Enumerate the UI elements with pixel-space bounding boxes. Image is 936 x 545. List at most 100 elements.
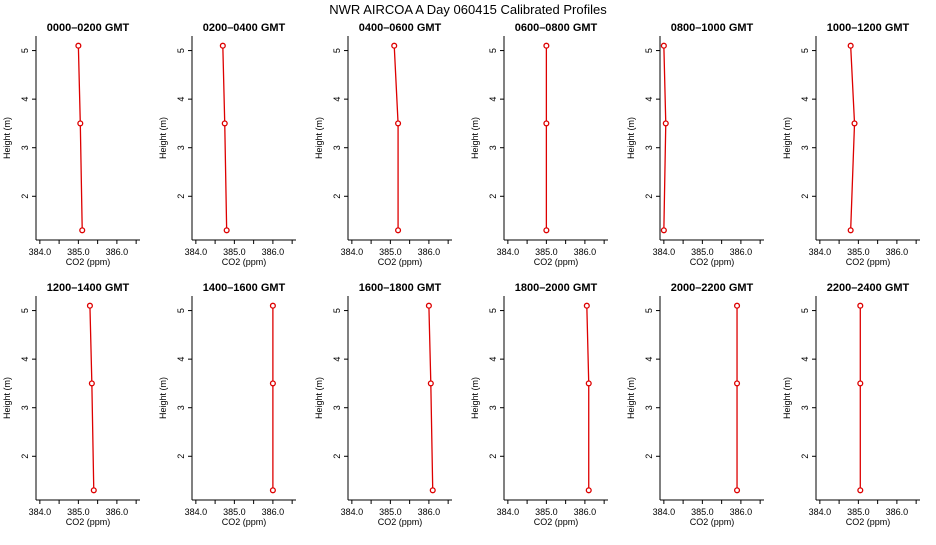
x-axis-label: CO2 (ppm) <box>222 517 267 527</box>
data-point <box>77 120 84 127</box>
data-point <box>662 120 669 127</box>
data-point <box>395 227 402 234</box>
panel-title: 1800–2000 GMT <box>515 282 598 294</box>
y-tick-label: 3 <box>644 405 654 410</box>
figure-title: NWR AIRCOA A Day 060415 Calibrated Profi… <box>329 2 607 17</box>
panel-11: 2000–2200 GMT 384.0 385.0 386.0 2 3 4 5 CO2 (ppm… <box>626 282 764 527</box>
x-tick-label: 384.0 <box>809 507 832 517</box>
panel-12: 2200–2400 GMT 384.0 385.0 386.0 2 3 4 5 CO2 (ppm… <box>782 282 920 527</box>
y-tick-label: 3 <box>176 145 186 150</box>
x-axis-label: CO2 (ppm) <box>534 517 579 527</box>
panel-title: 2000–2200 GMT <box>671 282 754 294</box>
x-axis-label: CO2 (ppm) <box>690 257 735 267</box>
y-tick-label: 2 <box>20 454 30 459</box>
y-tick-label: 2 <box>800 194 810 199</box>
y-axis-label: Height (m) <box>2 377 12 419</box>
data-point <box>847 227 854 234</box>
x-tick-label: 384.0 <box>185 507 208 517</box>
data-point <box>857 487 864 494</box>
panel-title: 0800–1000 GMT <box>671 22 754 34</box>
x-axis-label: CO2 (ppm) <box>690 517 735 527</box>
panel-2: 0200–0400 GMT 384.0 385.0 386.0 2 3 4 5 CO2 (ppm… <box>158 22 296 267</box>
x-tick-label: 386.0 <box>418 247 441 257</box>
data-point <box>543 42 550 49</box>
y-tick-label: 4 <box>332 357 342 362</box>
data-point <box>425 302 432 309</box>
x-tick-label: 384.0 <box>341 507 364 517</box>
y-axis-label: Height (m) <box>626 377 636 419</box>
y-tick-label: 3 <box>20 145 30 150</box>
data-point <box>660 42 667 49</box>
x-axis-label: CO2 (ppm) <box>378 257 423 267</box>
y-tick-label: 5 <box>20 308 30 313</box>
x-tick-label: 385.0 <box>223 507 246 517</box>
panel-title: 0000–0200 GMT <box>47 22 130 34</box>
y-axis-label: Height (m) <box>782 377 792 419</box>
x-axis-label: CO2 (ppm) <box>222 257 267 267</box>
x-tick-label: 386.0 <box>106 247 129 257</box>
y-tick-label: 3 <box>800 405 810 410</box>
x-tick-label: 385.0 <box>379 247 402 257</box>
x-tick-label: 385.0 <box>535 507 558 517</box>
y-axis-label: Height (m) <box>158 117 168 159</box>
y-tick-label: 4 <box>20 357 30 362</box>
data-point <box>585 380 592 387</box>
y-tick-label: 4 <box>800 357 810 362</box>
x-tick-label: 385.0 <box>847 247 870 257</box>
y-axis-label: Height (m) <box>626 117 636 159</box>
y-axis-label: Height (m) <box>470 377 480 419</box>
data-point <box>86 302 93 309</box>
x-axis-label: CO2 (ppm) <box>846 517 891 527</box>
y-tick-label: 4 <box>644 357 654 362</box>
x-tick-label: 384.0 <box>497 507 520 517</box>
y-axis-label: Height (m) <box>314 117 324 159</box>
x-tick-label: 384.0 <box>29 507 52 517</box>
x-tick-label: 385.0 <box>379 507 402 517</box>
y-tick-label: 2 <box>800 454 810 459</box>
panel-title: 2200–2400 GMT <box>827 282 910 294</box>
x-tick-label: 384.0 <box>653 247 676 257</box>
data-point <box>90 487 97 494</box>
panel-9: 1600–1800 GMT 384.0 385.0 386.0 2 3 4 5 CO2 (ppm… <box>314 282 452 527</box>
y-tick-label: 5 <box>488 48 498 53</box>
y-tick-label: 2 <box>488 454 498 459</box>
x-tick-label: 386.0 <box>886 247 909 257</box>
panel-title: 1000–1200 GMT <box>827 22 910 34</box>
x-tick-label: 384.0 <box>185 247 208 257</box>
data-point <box>79 227 86 234</box>
panel-title: 0600–0800 GMT <box>515 22 598 34</box>
data-point <box>429 487 436 494</box>
panel-title: 1200–1400 GMT <box>47 282 130 294</box>
y-tick-label: 2 <box>488 194 498 199</box>
data-point <box>223 227 230 234</box>
profile-line <box>77 45 83 231</box>
x-tick-label: 385.0 <box>691 507 714 517</box>
data-point <box>583 302 590 309</box>
y-tick-label: 4 <box>176 357 186 362</box>
y-tick-label: 4 <box>488 357 498 362</box>
y-tick-label: 5 <box>332 308 342 313</box>
x-tick-label: 384.0 <box>497 247 520 257</box>
data-point <box>585 487 592 494</box>
data-point <box>395 120 402 127</box>
y-tick-label: 3 <box>20 405 30 410</box>
x-tick-label: 386.0 <box>730 247 753 257</box>
data-point <box>88 380 95 387</box>
x-tick-label: 386.0 <box>262 507 285 517</box>
panel-7: 1200–1400 GMT 384.0 385.0 386.0 2 3 4 5 CO2 (ppm… <box>2 282 140 527</box>
panel-1: 0000–0200 GMT 384.0 385.0 386.0 2 3 4 5 CO2 (ppm… <box>2 22 140 267</box>
y-axis-label: Height (m) <box>314 377 324 419</box>
panel-title: 0200–0400 GMT <box>203 22 286 34</box>
y-tick-label: 3 <box>332 145 342 150</box>
data-point <box>733 380 741 387</box>
data-point <box>391 42 398 49</box>
y-tick-label: 5 <box>644 308 654 313</box>
y-tick-label: 3 <box>800 145 810 150</box>
y-tick-label: 3 <box>488 405 498 410</box>
data-point <box>427 380 434 387</box>
x-tick-label: 386.0 <box>574 507 597 517</box>
y-tick-label: 5 <box>332 48 342 53</box>
panel-title: 0400–0600 GMT <box>359 22 442 34</box>
y-tick-label: 4 <box>644 97 654 102</box>
